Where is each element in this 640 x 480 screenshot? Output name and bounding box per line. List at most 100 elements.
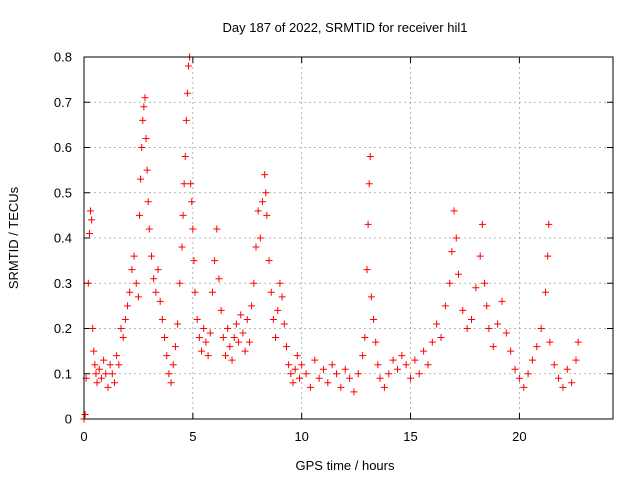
data-point bbox=[291, 365, 299, 373]
data-point bbox=[184, 62, 192, 70]
data-point bbox=[252, 243, 260, 251]
data-point bbox=[545, 220, 553, 228]
data-point bbox=[298, 361, 306, 369]
data-point bbox=[138, 144, 146, 151]
data-point bbox=[193, 315, 201, 323]
data-point bbox=[230, 334, 238, 342]
data-point bbox=[113, 352, 121, 360]
data-point bbox=[140, 103, 148, 111]
data-point bbox=[370, 315, 378, 323]
data-point bbox=[365, 180, 373, 188]
x-tick-label: 10 bbox=[294, 429, 308, 444]
data-point bbox=[302, 370, 310, 378]
data-point bbox=[420, 347, 428, 355]
data-point bbox=[380, 383, 388, 391]
data-point bbox=[296, 374, 304, 382]
data-point bbox=[424, 361, 432, 369]
data-point bbox=[93, 379, 101, 387]
data-point bbox=[262, 189, 270, 197]
data-point bbox=[481, 279, 489, 287]
data-point bbox=[507, 347, 515, 355]
data-point bbox=[119, 334, 127, 342]
data-point bbox=[100, 356, 108, 364]
data-point bbox=[337, 383, 345, 391]
data-point bbox=[476, 252, 484, 260]
data-point bbox=[289, 379, 297, 387]
data-point bbox=[190, 257, 198, 265]
data-point bbox=[145, 225, 153, 233]
data-point bbox=[272, 334, 280, 342]
data-point bbox=[433, 320, 441, 328]
data-point bbox=[267, 288, 275, 296]
data-point bbox=[102, 370, 110, 378]
data-point bbox=[88, 216, 96, 224]
data-point bbox=[169, 361, 177, 369]
data-point bbox=[243, 315, 251, 323]
data-point bbox=[126, 288, 134, 296]
data-point bbox=[248, 302, 256, 310]
data-point bbox=[137, 175, 145, 183]
data-point bbox=[398, 352, 406, 360]
data-point bbox=[156, 297, 164, 305]
data-point bbox=[407, 374, 415, 382]
data-point bbox=[178, 243, 186, 251]
data-point bbox=[494, 320, 502, 328]
data-point bbox=[450, 207, 458, 215]
data-point bbox=[239, 329, 247, 337]
data-point bbox=[363, 266, 371, 274]
y-tick-label: 0.4 bbox=[54, 231, 72, 246]
y-tick-label: 0 bbox=[65, 412, 72, 427]
data-point bbox=[147, 252, 155, 260]
data-point bbox=[428, 338, 436, 346]
data-point bbox=[389, 356, 397, 364]
data-point bbox=[282, 343, 290, 351]
data-point bbox=[187, 180, 195, 188]
data-point bbox=[393, 365, 401, 373]
data-point bbox=[180, 180, 188, 188]
data-point bbox=[367, 293, 375, 301]
data-point bbox=[293, 352, 301, 360]
data-point bbox=[117, 325, 125, 332]
y-tick-label: 0.2 bbox=[54, 321, 72, 336]
data-point bbox=[437, 334, 445, 342]
data-point bbox=[333, 370, 341, 378]
data-point bbox=[515, 374, 523, 382]
y-axis-label: SRMTID / TECUs bbox=[6, 186, 21, 289]
data-point bbox=[228, 356, 236, 364]
data-point bbox=[154, 266, 162, 274]
data-point bbox=[546, 338, 554, 346]
data-point bbox=[256, 234, 264, 242]
data-point bbox=[537, 325, 545, 332]
data-point bbox=[182, 116, 190, 124]
data-point bbox=[276, 279, 284, 287]
data-point bbox=[245, 338, 253, 346]
data-point bbox=[226, 343, 234, 351]
data-point bbox=[254, 207, 262, 215]
data-point bbox=[150, 275, 158, 283]
data-point bbox=[222, 352, 230, 360]
data-point bbox=[128, 266, 136, 274]
data-point bbox=[183, 89, 191, 97]
data-point bbox=[478, 220, 486, 228]
data-point bbox=[110, 379, 118, 387]
data-point bbox=[208, 288, 216, 296]
data-point bbox=[520, 383, 528, 391]
data-point bbox=[319, 365, 327, 373]
data-point bbox=[354, 370, 362, 378]
data-point bbox=[563, 365, 571, 373]
data-point bbox=[385, 370, 393, 378]
data-point bbox=[306, 383, 314, 391]
data-point bbox=[533, 343, 541, 351]
y-tick-label: 0.1 bbox=[54, 366, 72, 381]
data-point bbox=[328, 361, 336, 369]
data-point bbox=[572, 356, 580, 364]
y-tick-label: 0.7 bbox=[54, 95, 72, 110]
data-point bbox=[174, 320, 182, 328]
data-point bbox=[108, 370, 116, 378]
data-point bbox=[374, 361, 382, 369]
data-point bbox=[134, 293, 142, 301]
y-tick-label: 0.6 bbox=[54, 140, 72, 155]
data-point bbox=[467, 315, 475, 323]
data-point bbox=[104, 383, 112, 391]
data-point bbox=[142, 134, 150, 142]
